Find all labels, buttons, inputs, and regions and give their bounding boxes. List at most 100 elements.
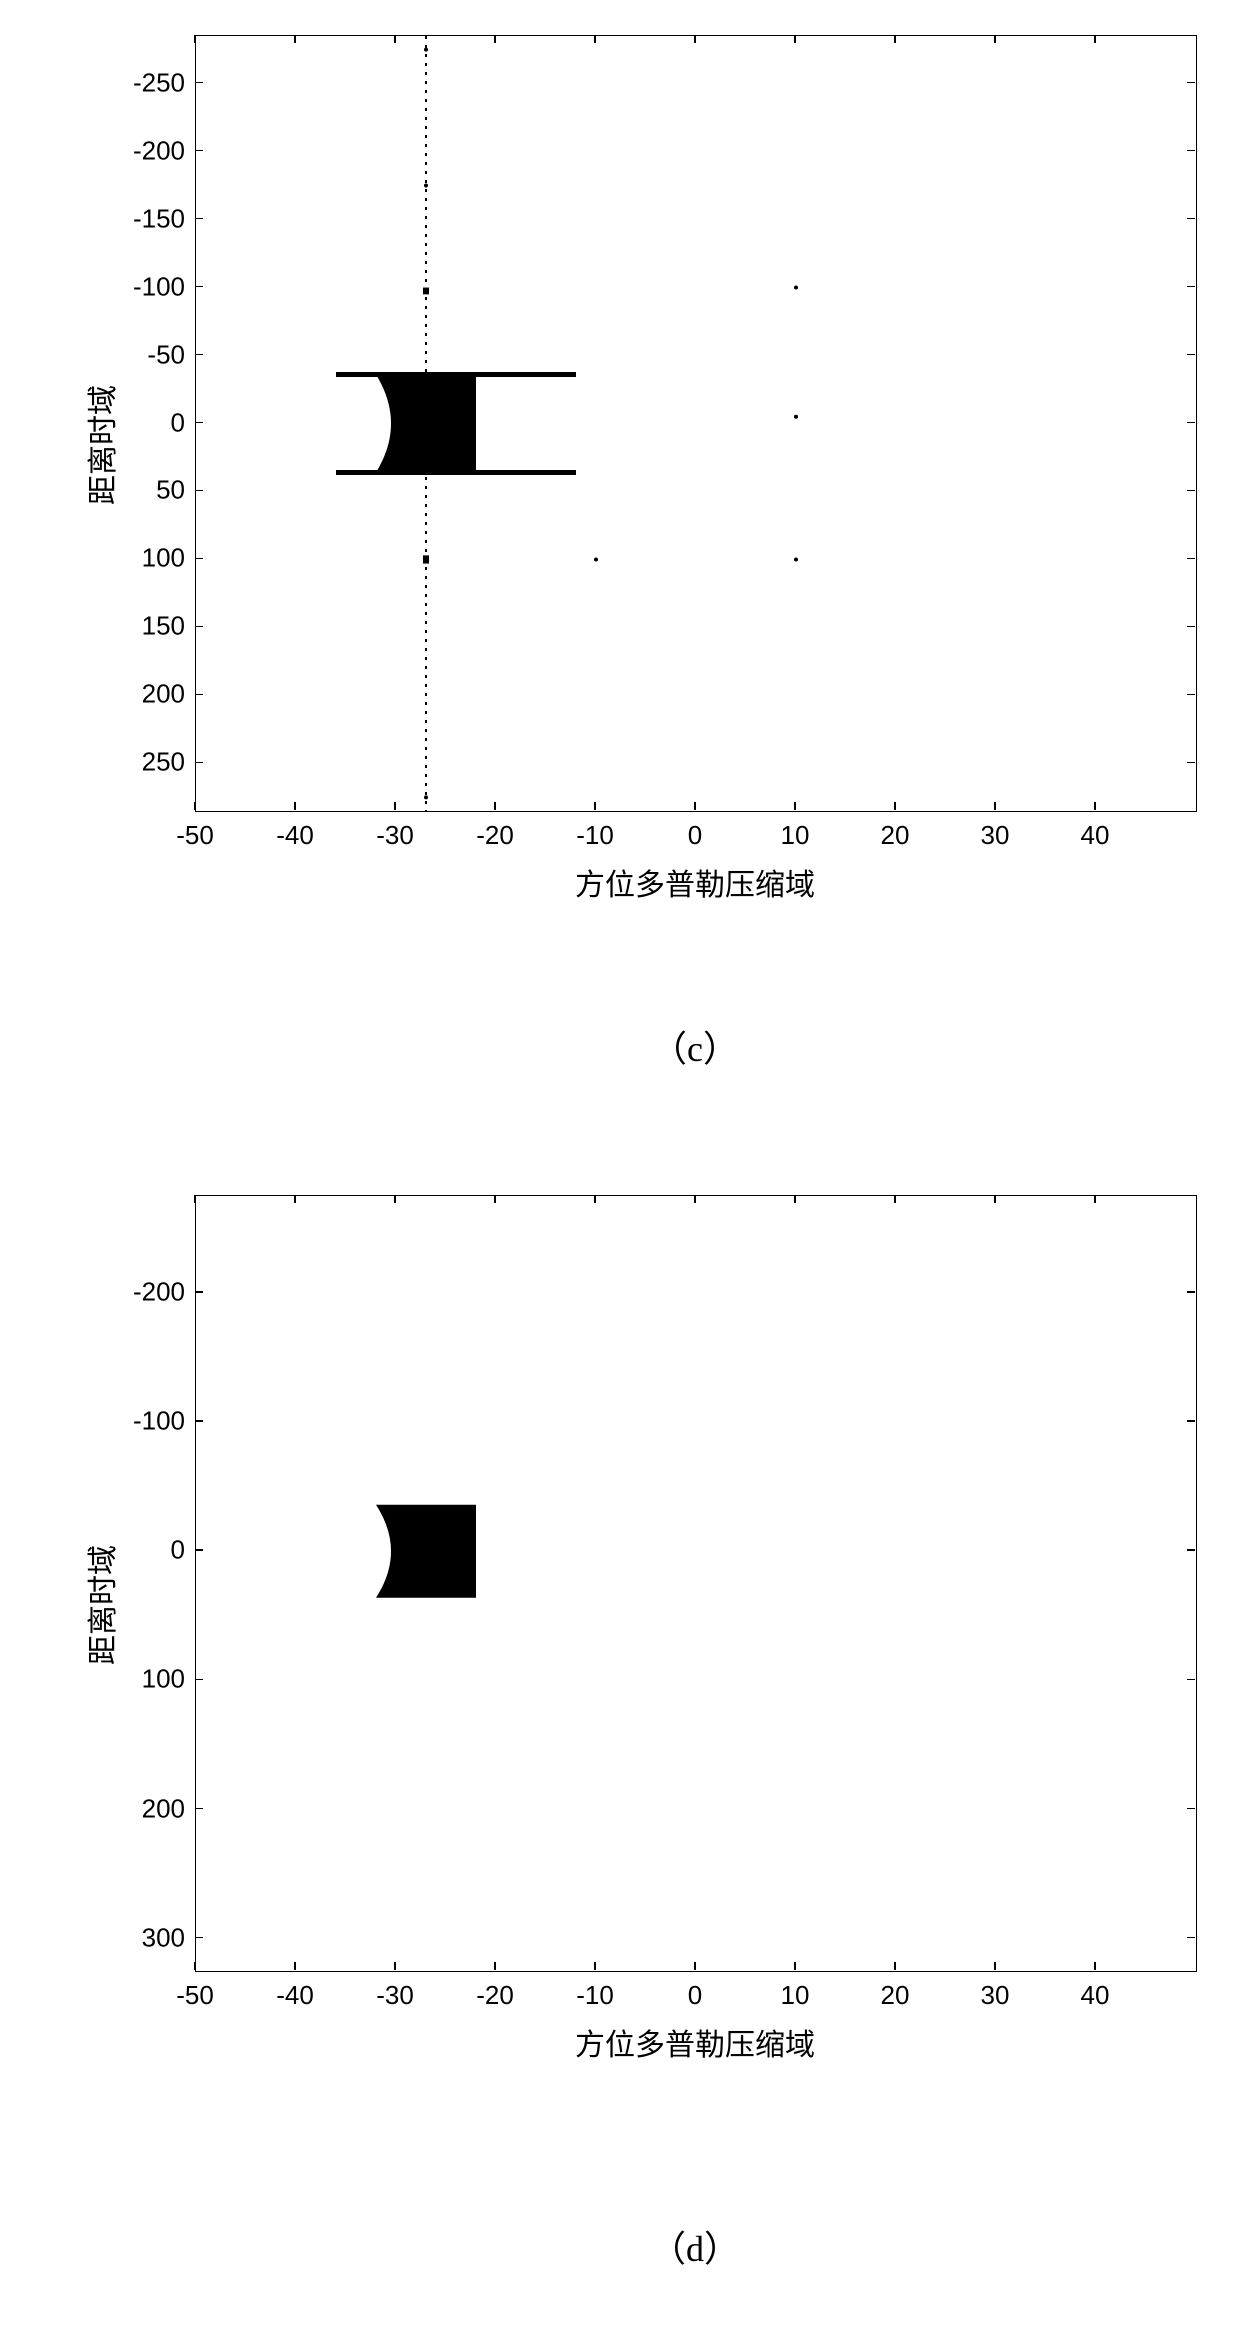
xtick-mark xyxy=(294,35,296,43)
ytick-mark xyxy=(195,1679,203,1681)
xtick-label: -10 xyxy=(576,820,614,851)
xtick-mark xyxy=(594,1962,596,1970)
ytick-label: 200 xyxy=(120,1793,185,1824)
ytick-mark xyxy=(1187,694,1195,696)
ytick-label: 0 xyxy=(120,407,185,438)
y-axis-label: 距离时域 xyxy=(78,385,122,505)
chart-data xyxy=(196,36,1196,811)
ytick-mark xyxy=(195,218,203,220)
plot-area xyxy=(195,35,1197,812)
xtick-mark xyxy=(694,802,696,810)
xtick-mark xyxy=(294,1962,296,1970)
ytick-label: -100 xyxy=(120,271,185,302)
ytick-label: -150 xyxy=(120,203,185,234)
xtick-mark xyxy=(694,1195,696,1203)
xtick-mark xyxy=(994,802,996,810)
xtick-mark xyxy=(494,1195,496,1203)
xtick-mark xyxy=(694,1962,696,1970)
xtick-mark xyxy=(794,802,796,810)
ytick-label: 0 xyxy=(120,1535,185,1566)
xtick-label: -20 xyxy=(476,1980,514,2011)
ytick-mark xyxy=(1187,218,1195,220)
ytick-mark xyxy=(1187,286,1195,288)
ytick-mark xyxy=(195,694,203,696)
xtick-mark xyxy=(394,802,396,810)
xtick-mark xyxy=(494,1962,496,1970)
xtick-label: -40 xyxy=(276,1980,314,2011)
ytick-mark xyxy=(195,354,203,356)
xtick-label: 20 xyxy=(881,1980,910,2011)
ytick-label: 50 xyxy=(120,475,185,506)
xtick-label: 20 xyxy=(881,820,910,851)
ytick-label: -200 xyxy=(120,1276,185,1307)
subplot-caption: （c） xyxy=(651,1020,739,1072)
xtick-mark xyxy=(994,1195,996,1203)
ytick-label: 200 xyxy=(120,679,185,710)
xtick-mark xyxy=(194,1962,196,1970)
xtick-label: -30 xyxy=(376,1980,414,2011)
xtick-mark xyxy=(394,35,396,43)
ytick-mark xyxy=(1187,422,1195,424)
xtick-mark xyxy=(294,1195,296,1203)
ytick-mark xyxy=(1187,1679,1195,1681)
ytick-label: 300 xyxy=(120,1922,185,1953)
xtick-label: -40 xyxy=(276,820,314,851)
xtick-mark xyxy=(894,1962,896,1970)
ytick-mark xyxy=(195,82,203,84)
xtick-mark xyxy=(694,35,696,43)
xtick-label: 30 xyxy=(981,820,1010,851)
xtick-mark xyxy=(494,35,496,43)
ytick-mark xyxy=(195,490,203,492)
xtick-mark xyxy=(794,1195,796,1203)
ytick-label: 100 xyxy=(120,543,185,574)
chart-data xyxy=(196,1196,1196,1971)
xtick-label: 10 xyxy=(781,1980,810,2011)
ytick-mark xyxy=(1187,762,1195,764)
xtick-mark xyxy=(194,35,196,43)
y-axis-label: 距离时域 xyxy=(78,1545,122,1665)
xtick-label: 0 xyxy=(688,1980,702,2011)
xtick-mark xyxy=(594,35,596,43)
ytick-label: 250 xyxy=(120,747,185,778)
ytick-mark xyxy=(1187,1549,1195,1551)
xtick-label: 10 xyxy=(781,820,810,851)
x-axis-label: 方位多普勒压缩域 xyxy=(575,860,815,904)
ytick-mark xyxy=(1187,558,1195,560)
ytick-mark xyxy=(195,626,203,628)
xtick-label: -50 xyxy=(176,820,214,851)
ytick-label: -50 xyxy=(120,339,185,370)
xtick-label: -20 xyxy=(476,820,514,851)
ytick-mark xyxy=(195,1808,203,1810)
ytick-mark xyxy=(1187,1937,1195,1939)
xtick-mark xyxy=(1094,1195,1096,1203)
xtick-mark xyxy=(894,802,896,810)
xtick-mark xyxy=(994,1962,996,1970)
xtick-mark xyxy=(1094,802,1096,810)
xtick-mark xyxy=(394,1195,396,1203)
ytick-mark xyxy=(195,558,203,560)
ytick-mark xyxy=(195,150,203,152)
xtick-mark xyxy=(494,802,496,810)
xtick-mark xyxy=(794,1962,796,1970)
ytick-mark xyxy=(195,762,203,764)
xtick-mark xyxy=(294,802,296,810)
xtick-mark xyxy=(194,1195,196,1203)
ytick-mark xyxy=(195,1420,203,1422)
plot-area xyxy=(195,1195,1197,1972)
ytick-label: -250 xyxy=(120,67,185,98)
xtick-label: -50 xyxy=(176,1980,214,2011)
xtick-label: 0 xyxy=(688,820,702,851)
xtick-mark xyxy=(594,1195,596,1203)
xtick-mark xyxy=(1094,35,1096,43)
xtick-mark xyxy=(394,1962,396,1970)
xtick-label: -30 xyxy=(376,820,414,851)
xtick-mark xyxy=(794,35,796,43)
ytick-mark xyxy=(1187,354,1195,356)
x-axis-label: 方位多普勒压缩域 xyxy=(575,2020,815,2064)
ytick-mark xyxy=(1187,490,1195,492)
ytick-mark xyxy=(1187,150,1195,152)
xtick-label: 40 xyxy=(1081,820,1110,851)
xtick-label: 30 xyxy=(981,1980,1010,2011)
xtick-mark xyxy=(594,802,596,810)
xtick-mark xyxy=(894,35,896,43)
